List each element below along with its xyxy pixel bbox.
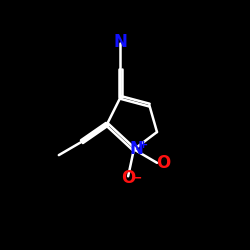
Text: +: +	[139, 140, 148, 149]
Text: N: N	[130, 140, 144, 158]
Text: O: O	[156, 154, 170, 172]
Text: −: −	[132, 172, 142, 185]
Text: N: N	[114, 32, 127, 50]
Text: O: O	[121, 169, 135, 187]
